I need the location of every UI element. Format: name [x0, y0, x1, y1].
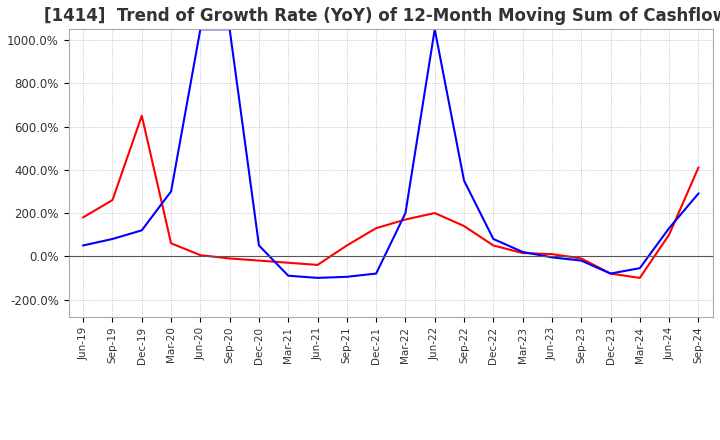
Free Cashflow	[577, 258, 585, 263]
Operating Cashflow	[459, 224, 468, 229]
Free Cashflow	[518, 249, 527, 255]
Operating Cashflow	[138, 113, 146, 118]
Operating Cashflow	[284, 260, 292, 265]
Free Cashflow	[284, 273, 292, 279]
Free Cashflow	[79, 243, 88, 248]
Free Cashflow	[167, 189, 176, 194]
Operating Cashflow	[606, 271, 615, 276]
Free Cashflow	[196, 27, 204, 32]
Free Cashflow	[459, 178, 468, 183]
Operating Cashflow	[665, 232, 673, 237]
Operating Cashflow	[79, 215, 88, 220]
Free Cashflow	[665, 226, 673, 231]
Legend: Operating Cashflow, Free Cashflow: Operating Cashflow, Free Cashflow	[236, 437, 546, 440]
Free Cashflow	[489, 236, 498, 242]
Operating Cashflow	[548, 252, 557, 257]
Operating Cashflow	[196, 253, 204, 258]
Free Cashflow	[606, 271, 615, 276]
Free Cashflow	[255, 243, 264, 248]
Free Cashflow	[401, 210, 410, 216]
Operating Cashflow	[694, 165, 703, 170]
Free Cashflow	[343, 274, 351, 279]
Operating Cashflow	[343, 243, 351, 248]
Free Cashflow	[636, 265, 644, 271]
Operating Cashflow	[636, 275, 644, 281]
Operating Cashflow	[225, 256, 234, 261]
Title: [1414]  Trend of Growth Rate (YoY) of 12-Month Moving Sum of Cashflows: [1414] Trend of Growth Rate (YoY) of 12-…	[44, 7, 720, 25]
Operating Cashflow	[313, 262, 322, 268]
Operating Cashflow	[167, 241, 176, 246]
Operating Cashflow	[518, 250, 527, 256]
Operating Cashflow	[108, 198, 117, 203]
Free Cashflow	[313, 275, 322, 281]
Free Cashflow	[372, 271, 380, 276]
Operating Cashflow	[431, 210, 439, 216]
Operating Cashflow	[255, 258, 264, 263]
Line: Free Cashflow: Free Cashflow	[84, 29, 698, 278]
Free Cashflow	[548, 255, 557, 260]
Line: Operating Cashflow: Operating Cashflow	[84, 116, 698, 278]
Free Cashflow	[431, 27, 439, 32]
Operating Cashflow	[401, 217, 410, 222]
Free Cashflow	[108, 236, 117, 242]
Operating Cashflow	[577, 256, 585, 261]
Free Cashflow	[694, 191, 703, 196]
Operating Cashflow	[372, 226, 380, 231]
Free Cashflow	[225, 27, 234, 32]
Operating Cashflow	[489, 243, 498, 248]
Free Cashflow	[138, 227, 146, 233]
